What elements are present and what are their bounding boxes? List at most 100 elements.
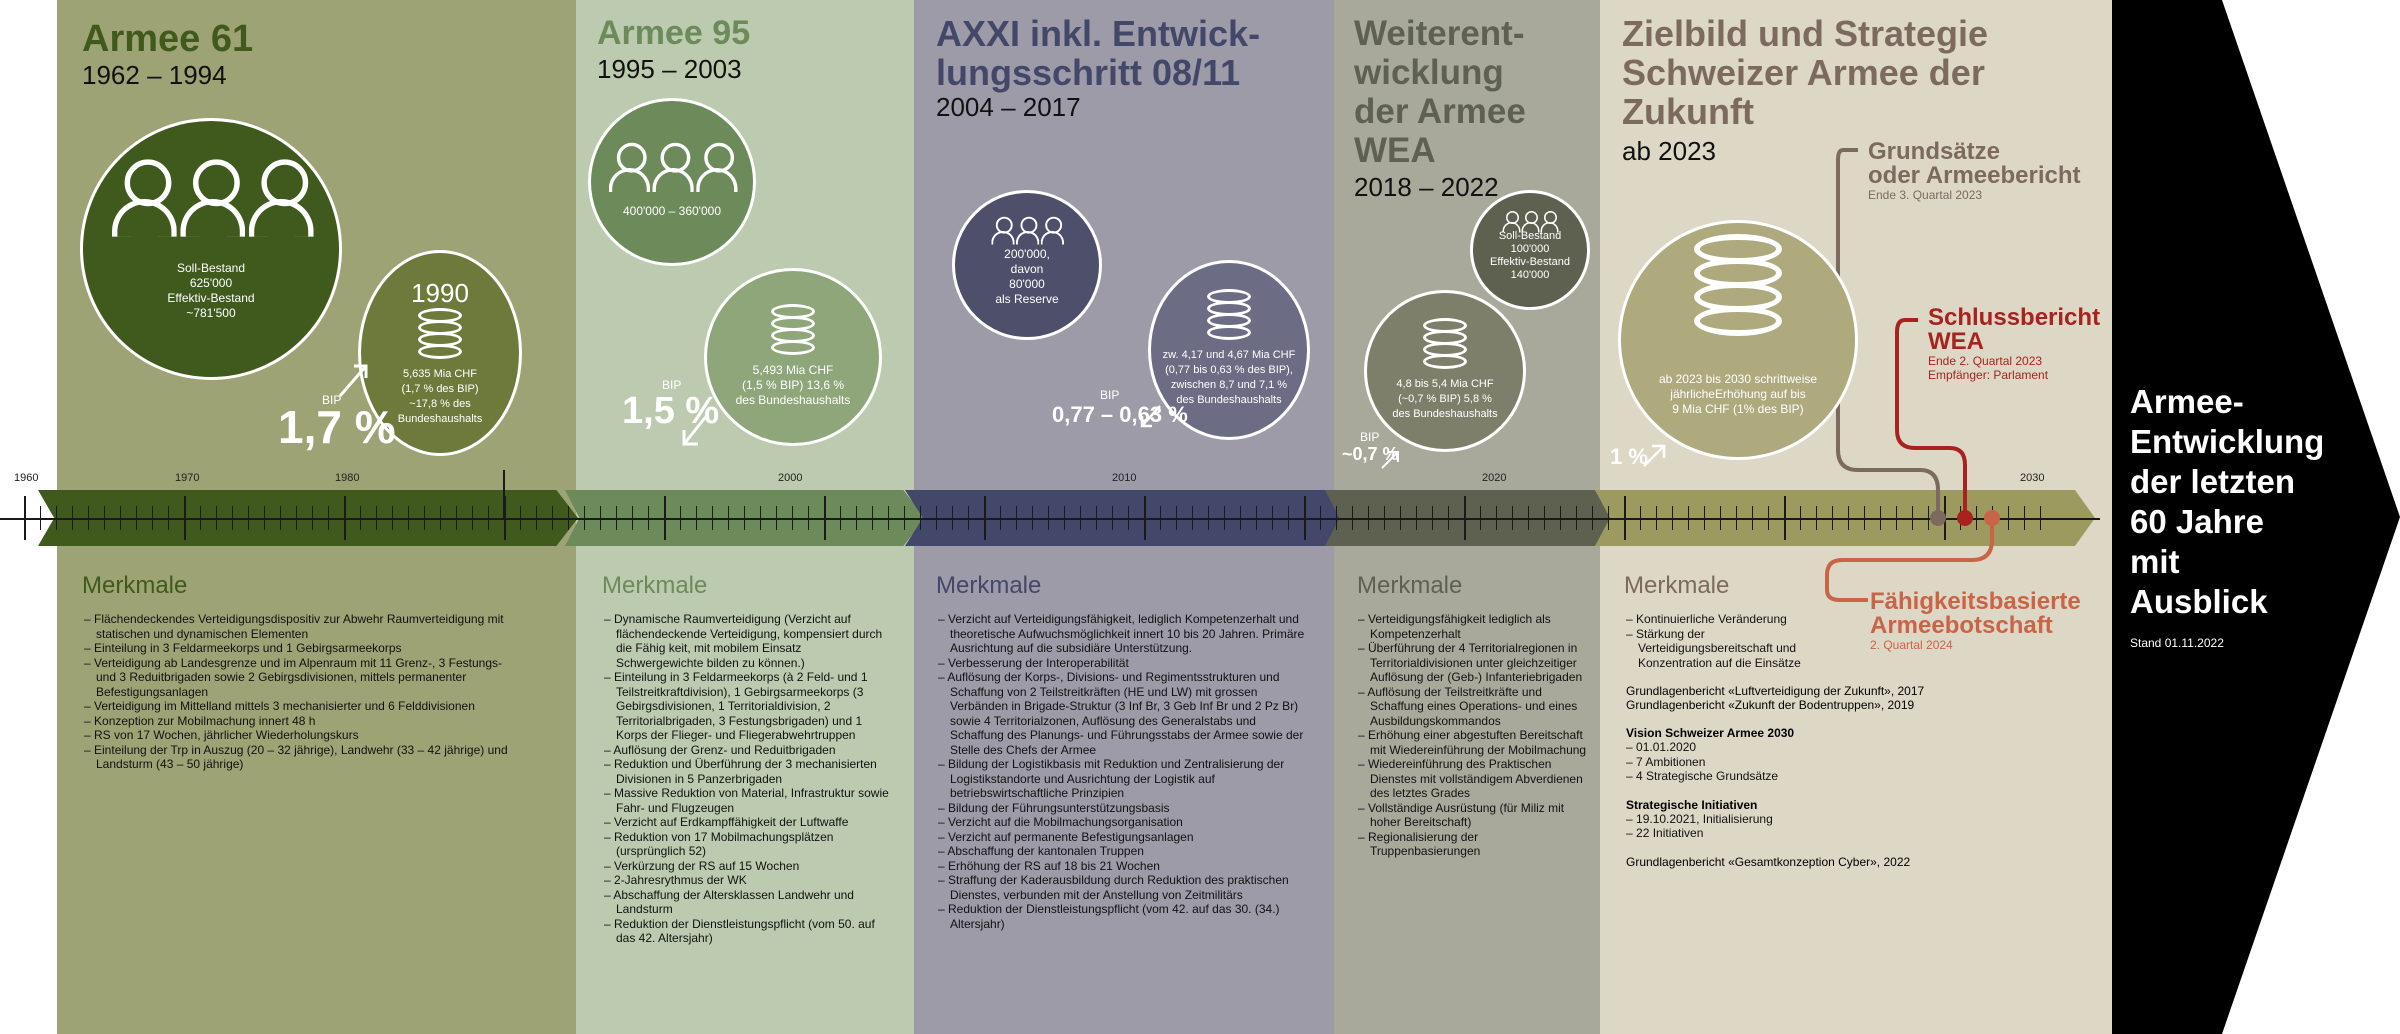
timeline-tick (1272, 506, 1273, 530)
merkmal-item: 19.10.2021, Initialisierung (1626, 812, 2046, 827)
timeline-tick (936, 506, 937, 530)
timeline-tick (312, 506, 313, 530)
merkmal-item: 7 Ambitionen (1626, 755, 2046, 770)
timeline-tick (1752, 506, 1753, 530)
timeline-tick (280, 506, 281, 530)
timeline-tick (40, 506, 41, 530)
timeline-tick (1544, 506, 1545, 530)
timeline-tick (680, 506, 681, 530)
timeline-tick (568, 506, 569, 530)
era5-vision-list: 01.01.20207 Ambitionen4 Strategische Gru… (1626, 740, 2046, 784)
timeline-tick (1352, 506, 1353, 530)
timeline-tick (248, 506, 249, 530)
era5-merkmale-list: Kontinuierliche VeränderungStärkung der … (1626, 612, 1806, 670)
era1-bip-label: BIP (322, 393, 342, 407)
timeline-tick (120, 506, 121, 530)
timeline-tick (1624, 496, 1626, 540)
merkmal-item: Verteidigung ab Landesgrenze und im Alpe… (84, 656, 524, 700)
era3-bip-value: 0,77 – 0,63 % (1052, 402, 1188, 427)
merkmal-item: Überführung der 4 Territorialregionen in… (1358, 641, 1588, 685)
timeline-tick (728, 506, 729, 530)
timeline-tick (776, 506, 777, 530)
merkmal-item: Bildung der Logistikbasis mit Reduktion … (938, 757, 1310, 801)
era4-merkmale-title: Merkmale (1357, 572, 1463, 599)
merkmal-item: RS von 17 Wochen, jährlicher Wiederholun… (84, 728, 524, 743)
callout-faehigkeit: Fähigkeitsbasierte Armeebotschaft 2. Qua… (1870, 590, 2081, 653)
timeline-tick (24, 496, 26, 540)
era5-grund3: Grundlagenbericht «Gesamtkonzeption Cybe… (1626, 854, 1911, 869)
callout-schlussbericht-title: Schlussbericht WEA (1928, 304, 2101, 355)
timeline-tick (1080, 506, 1081, 530)
merkmal-item: Straffung der Kaderausbildung durch Redu… (938, 873, 1310, 902)
timeline-tick (1832, 506, 1833, 530)
timeline-tick (488, 506, 489, 530)
timeline-tick (1176, 506, 1177, 530)
era1-years: 1962 – 1994 (82, 60, 227, 90)
timeline-tick (1000, 506, 1001, 530)
timeline-tick (1736, 506, 1737, 530)
merkmal-item: Erhöhung einer abgestuften Bereitschaft … (1358, 728, 1588, 757)
timeline-tick (2008, 506, 2009, 530)
timeline-tick (584, 506, 585, 530)
era5-bip-value: 1 % (1610, 444, 1648, 469)
era1-merkmale-title: Merkmale (82, 572, 188, 599)
timeline-tick (904, 506, 905, 530)
merkmal-item: 22 Initiativen (1626, 826, 2046, 841)
arrow-stand-date: Stand 01.11.2022 (2130, 636, 2224, 650)
timeline-tick (1512, 506, 1513, 530)
timeline-tick (840, 506, 841, 530)
merkmal-item: Verzicht auf permanente Befestigungsanla… (938, 830, 1310, 845)
year-label-1960: 1960 (14, 472, 39, 484)
timeline-tick (72, 506, 73, 530)
database-icon (1694, 233, 1782, 336)
timeline-tick (824, 496, 826, 540)
timeline-tick (1160, 506, 1161, 530)
year-label-1980: 1980 (335, 472, 360, 484)
era5-init-title: Strategische Initiativen (1626, 797, 1758, 812)
timeline-tick (1800, 506, 1801, 530)
era4-title: Weiterent- wicklung der Armee WEA (1354, 14, 1526, 170)
era1-troops-circle: Soll-Bestand 625'000 Effektiv-Bestand ~7… (80, 118, 342, 380)
timeline-tick (744, 506, 745, 530)
timeline-tick (456, 506, 457, 530)
timeline-tick (232, 506, 233, 530)
timeline-tick (424, 506, 425, 530)
timeline-tick (1224, 506, 1225, 530)
merkmal-item: 4 Strategische Grundsätze (1626, 769, 2046, 784)
timeline-tick (88, 506, 89, 530)
year-label-2010: 2010 (1112, 472, 1137, 484)
era1-troops-text: Soll-Bestand 625'000 Effektiv-Bestand ~7… (167, 261, 255, 320)
merkmal-item: Einteilung in 3 Feldarmeekorps (à 2 Feld… (604, 670, 890, 743)
timeline-tick (1048, 506, 1049, 530)
callout-schlussbericht-sub: Ende 2. Quartal 2023 Empfänger: Parlamen… (1928, 354, 2049, 382)
merkmal-item: Abschaffung der Altersklassen Landwehr u… (604, 888, 890, 917)
merkmal-item: Wiedereinführung des Praktischen Dienste… (1358, 757, 1588, 801)
timeline-tick (760, 506, 761, 530)
timeline-tick (856, 506, 857, 530)
era3-bip-label: BIP (1100, 388, 1120, 402)
timeline-tick (152, 506, 153, 530)
merkmal-item: Auflösung der Korps-, Divisions- und Reg… (938, 670, 1310, 757)
arrow-title: Armee- Entwicklung der letzten 60 Jahre … (2130, 383, 2325, 620)
timeline-tick (1192, 506, 1193, 530)
merkmal-item: Massive Reduktion von Material, Infrastr… (604, 786, 890, 815)
timeline-tick (1608, 506, 1609, 530)
timeline-tick (968, 506, 969, 530)
timeline-tick (440, 506, 441, 530)
era2-bip-value: 1,5 % (622, 390, 720, 432)
merkmal-item: Verteidigung im Mittelland mittels 3 mec… (84, 699, 524, 714)
timeline-tick (648, 506, 649, 530)
merkmal-item: Auflösung der Grenz- und Reduitbrigaden (604, 743, 890, 758)
timeline-tick (1320, 506, 1321, 530)
timeline-tick (376, 506, 377, 530)
era2-merkmale-title: Merkmale (602, 572, 708, 599)
year-label-2000: 2000 (778, 472, 803, 484)
timeline-tick (328, 506, 329, 530)
timeline-tick (200, 506, 201, 530)
era3-budget-text: zw. 4,17 und 4,67 Mia CHF (0,77 bis 0,63… (1162, 349, 1296, 406)
era5-grund1: Grundlagenbericht «Luftverteidigung der … (1626, 684, 1925, 698)
era1-budget-circle: 1990 5,635 Mia CHF (1,7 % des BIP) ~17,8… (358, 250, 522, 456)
database-icon (1207, 289, 1251, 340)
merkmal-item: Auflösung der Teilstreitkräfte und Schaf… (1358, 685, 1588, 729)
timeline-tick (1528, 506, 1529, 530)
